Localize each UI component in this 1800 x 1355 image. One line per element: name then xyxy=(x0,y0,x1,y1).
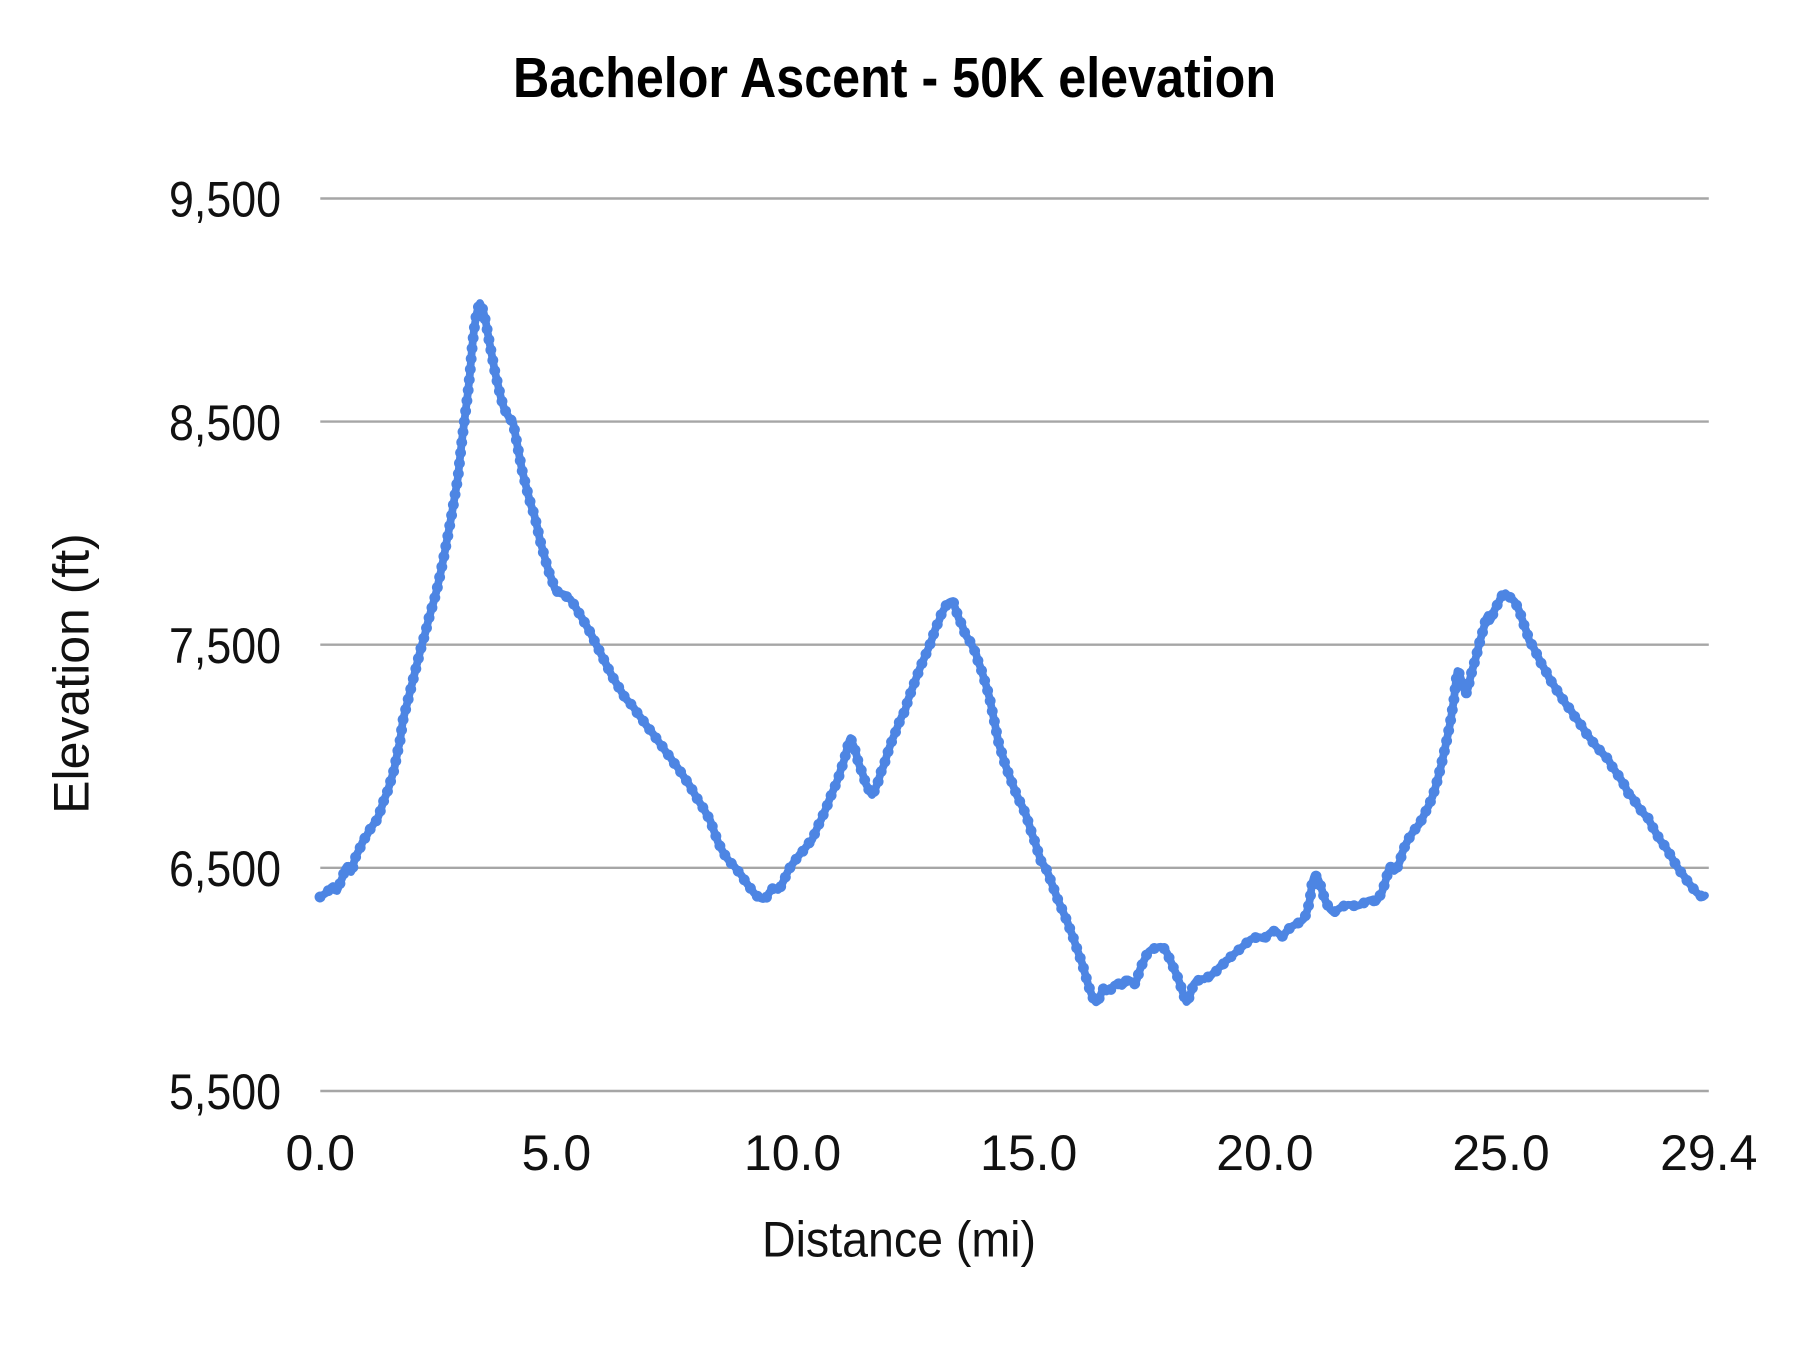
svg-text:7,500: 7,500 xyxy=(169,618,281,674)
svg-text:10.0: 10.0 xyxy=(744,1125,841,1181)
svg-text:Elevation (ft): Elevation (ft) xyxy=(44,533,100,814)
svg-text:Distance (mi): Distance (mi) xyxy=(762,1212,1036,1268)
svg-text:6,500: 6,500 xyxy=(169,841,281,897)
svg-text:29.4: 29.4 xyxy=(1660,1125,1757,1181)
svg-text:15.0: 15.0 xyxy=(980,1125,1077,1181)
svg-text:0.0: 0.0 xyxy=(286,1125,356,1181)
svg-text:8,500: 8,500 xyxy=(169,395,281,451)
svg-text:9,500: 9,500 xyxy=(169,172,281,228)
svg-text:25.0: 25.0 xyxy=(1452,1125,1549,1181)
svg-text:20.0: 20.0 xyxy=(1216,1125,1313,1181)
svg-text:Bachelor Ascent - 50K elevatio: Bachelor Ascent - 50K elevation xyxy=(513,46,1276,110)
svg-text:5,500: 5,500 xyxy=(169,1064,281,1120)
svg-text:5.0: 5.0 xyxy=(522,1125,592,1181)
